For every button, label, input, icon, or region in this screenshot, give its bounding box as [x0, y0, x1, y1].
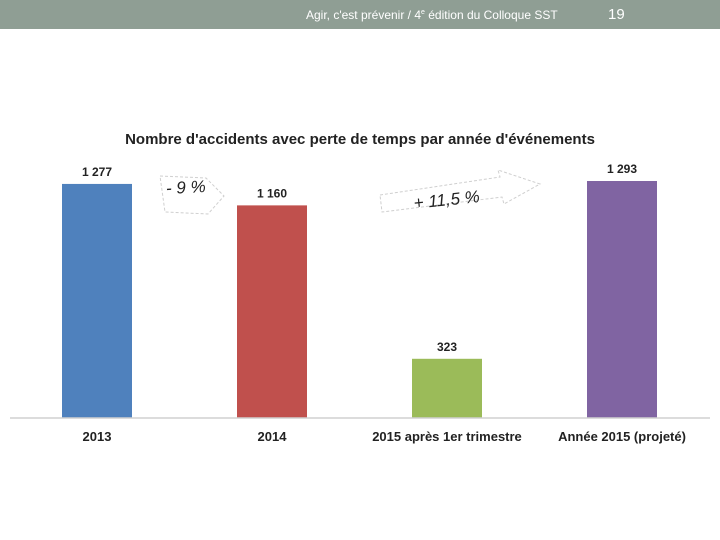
header-text: Agir, c'est prévenir / 4e édition du Col…: [306, 8, 558, 22]
category-label-2: 2014: [258, 429, 288, 444]
value-label-4: 1 293: [607, 162, 637, 176]
page-number: 19: [608, 6, 625, 23]
increase-arrow-shape: [379, 169, 542, 213]
chart-title: Nombre d'accidents avec perte de temps p…: [125, 131, 595, 148]
decrease-arrow-shape: [159, 175, 225, 215]
bar-1: [62, 183, 132, 418]
value-label-3: 323: [437, 340, 457, 354]
bar-3: [412, 358, 482, 418]
value-label-2: 1 160: [257, 186, 287, 200]
header-bar: [0, 0, 720, 29]
category-label-3: 2015 après 1er trimestre: [372, 429, 522, 444]
bar-4: [587, 181, 657, 418]
bar-2: [237, 205, 307, 418]
category-label-1: 2013: [83, 429, 112, 444]
value-label-1: 1 277: [82, 165, 112, 179]
category-label-4: Année 2015 (projeté): [558, 429, 686, 444]
annotation-decrease: - 9 %: [166, 177, 207, 198]
